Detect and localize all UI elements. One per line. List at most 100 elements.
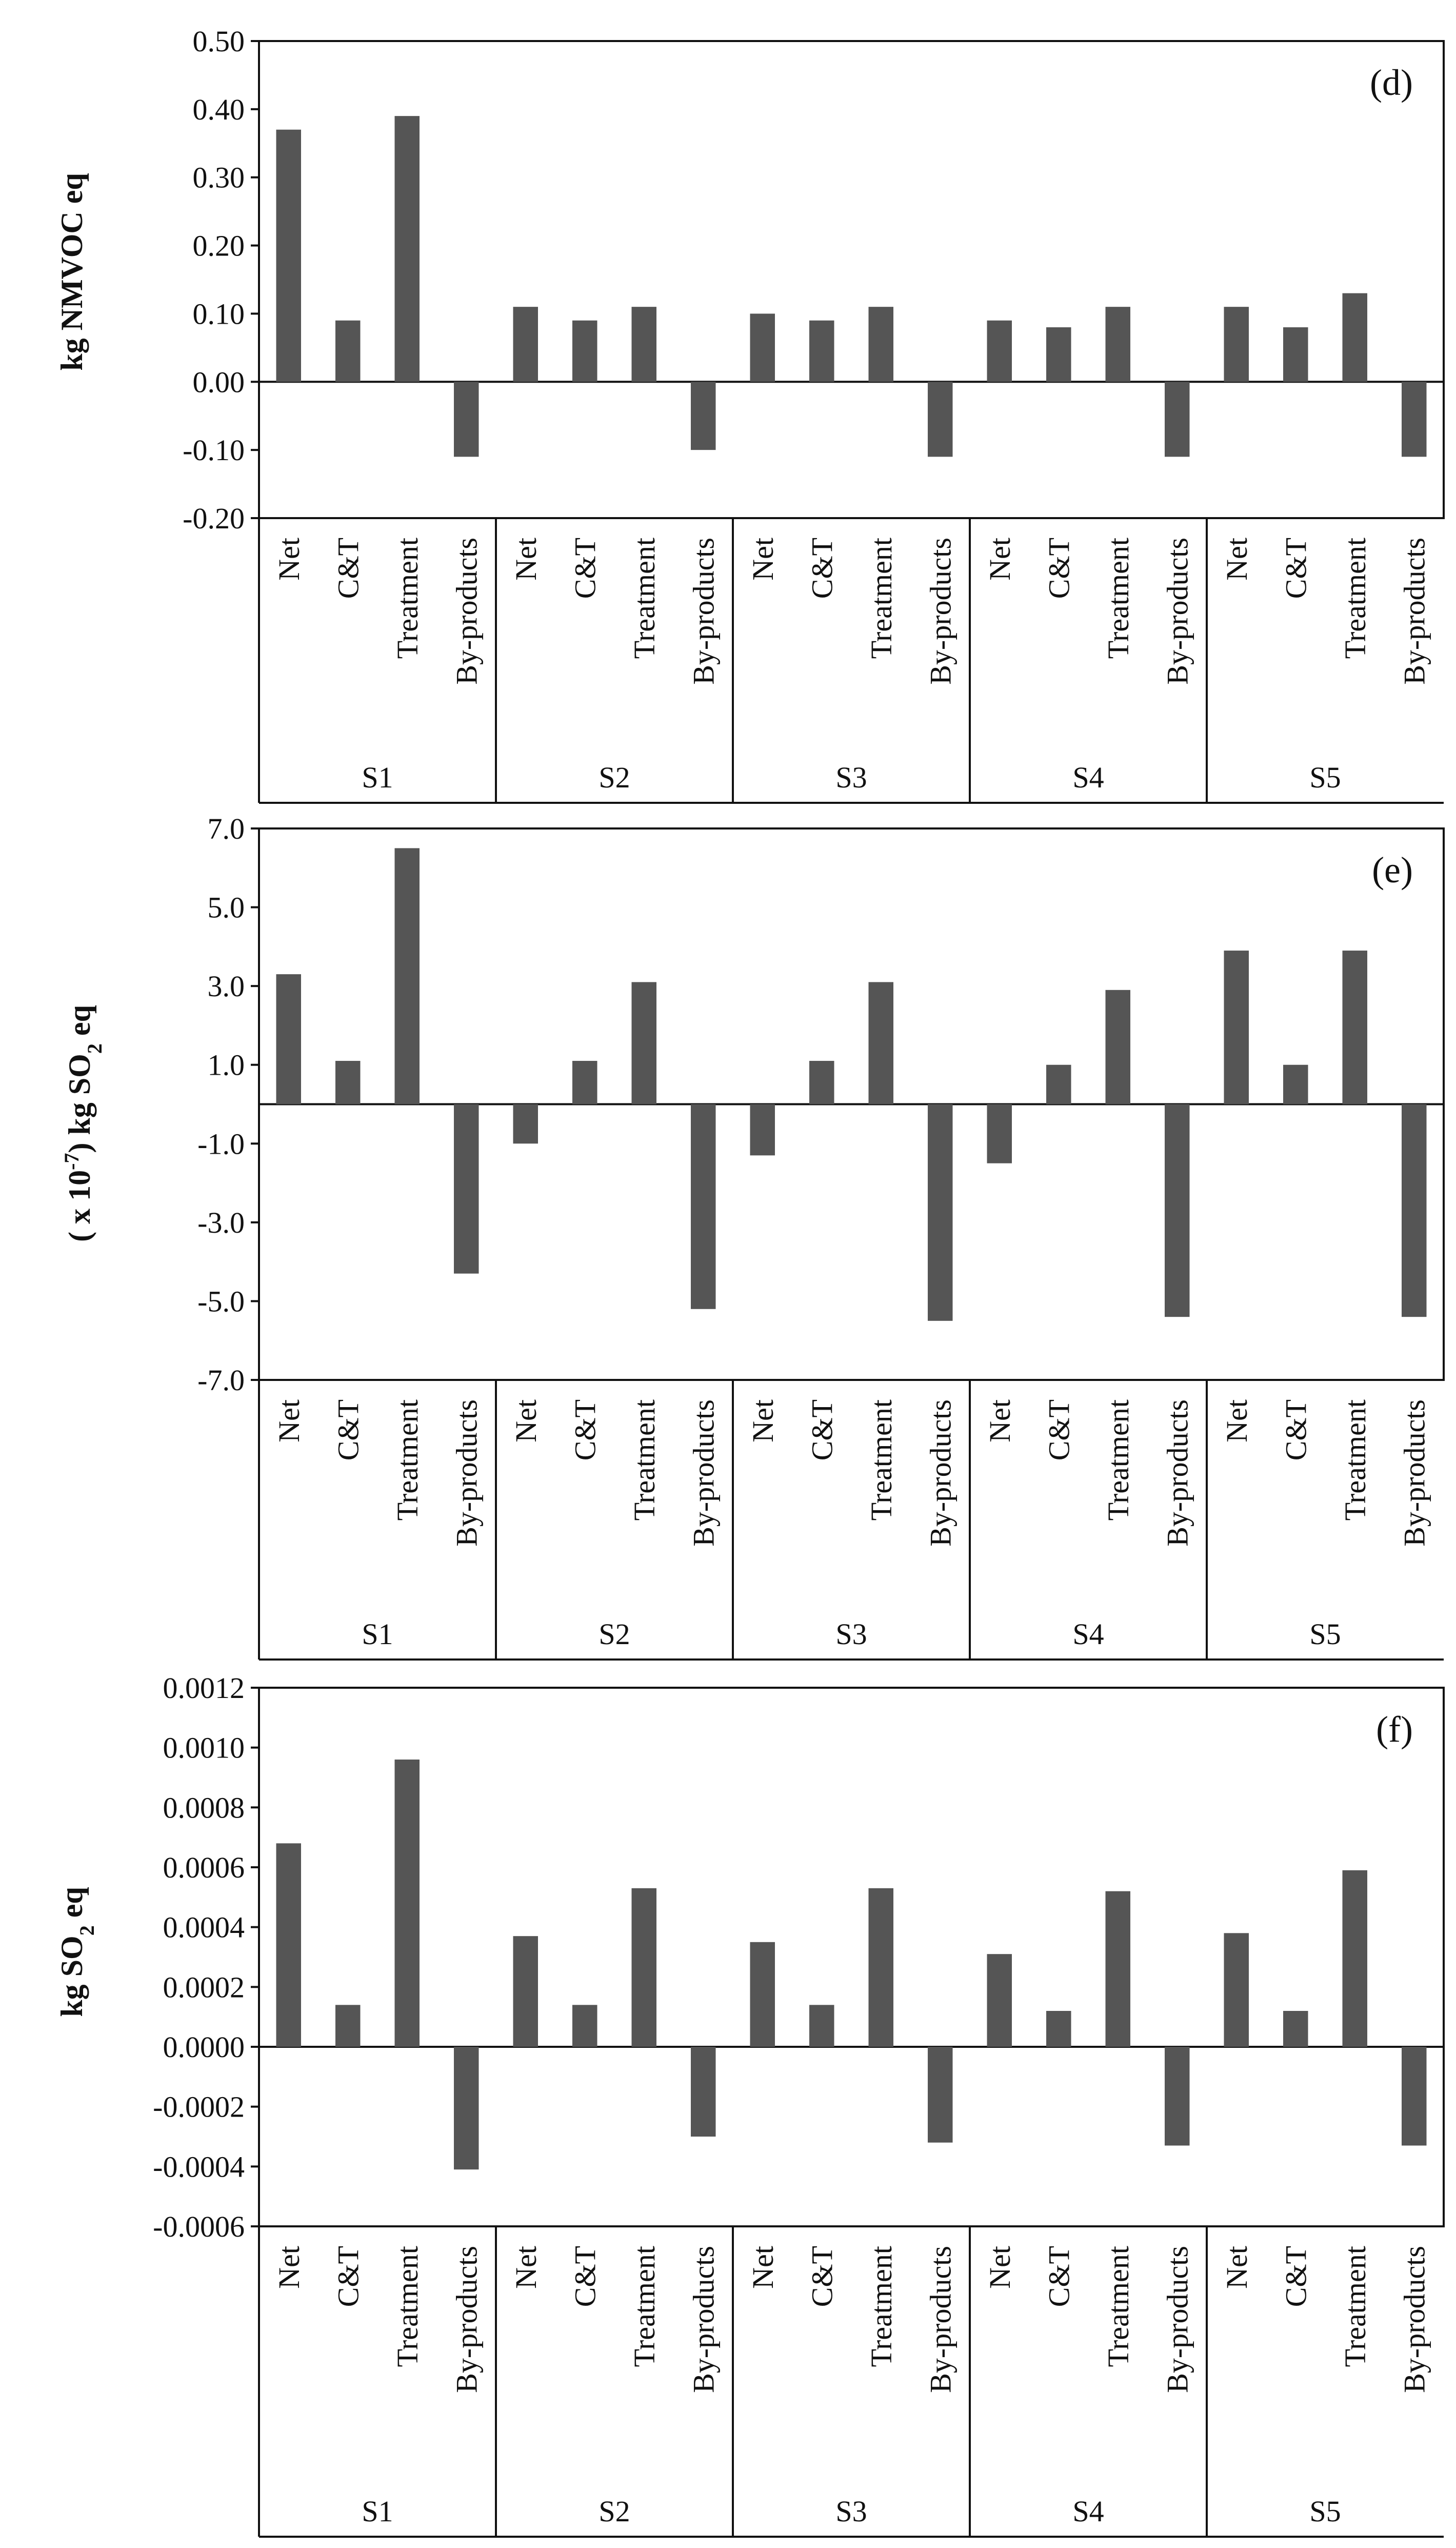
y-axis-title: ( x 10-7) kg SO2 eq bbox=[60, 1005, 106, 1242]
bar-s2-treatment bbox=[631, 1888, 657, 2047]
category-label: C&T bbox=[331, 2246, 365, 2307]
y-tick-label: -0.0006 bbox=[153, 2210, 245, 2243]
bar-s3-net bbox=[750, 1942, 775, 2047]
bar-s5-ct bbox=[1283, 2011, 1308, 2047]
bar-s3-ct bbox=[809, 320, 834, 382]
bar-s5-byproducts bbox=[1401, 2047, 1427, 2146]
category-label: By-products bbox=[1398, 538, 1431, 685]
group-label: S3 bbox=[835, 761, 867, 794]
group-label: S5 bbox=[1309, 2495, 1341, 2528]
category-label: Treatment bbox=[865, 1399, 898, 1520]
y-tick-label: 0.0006 bbox=[163, 1851, 245, 1884]
y-axis-title-part: ( x 10 bbox=[63, 1170, 96, 1242]
bar-s2-treatment bbox=[631, 307, 657, 382]
category-label: By-products bbox=[687, 1399, 720, 1547]
y-axis-title-part: ) kg SO bbox=[63, 1054, 96, 1153]
y-tick-label: -0.0002 bbox=[153, 2090, 245, 2124]
bar-s4-treatment bbox=[1105, 1891, 1131, 2047]
category-label: By-products bbox=[1398, 1399, 1431, 1547]
y-tick-label: 5.0 bbox=[208, 891, 245, 924]
category-label: Treatment bbox=[628, 538, 661, 659]
bar-s1-treatment bbox=[394, 116, 420, 382]
bar-s3-net bbox=[750, 1104, 775, 1156]
category-label: Treatment bbox=[865, 2246, 898, 2367]
y-tick-label: 3.0 bbox=[208, 970, 245, 1003]
y-axis-title-part: kg SO bbox=[55, 1935, 89, 2017]
bar-s4-net bbox=[987, 320, 1012, 382]
category-label: C&T bbox=[1042, 2246, 1075, 2307]
panel-f: 0.0012 0.0010 0.0008 0.0006 0.0004 0.0002 0.00… bbox=[55, 1671, 1445, 2538]
category-label: C&T bbox=[805, 2246, 839, 2307]
group-label: S5 bbox=[1309, 761, 1341, 794]
category-label: Treatment bbox=[628, 1399, 661, 1520]
y-axis-title: kg NMVOC eq bbox=[55, 173, 89, 370]
bar-s2-byproducts bbox=[690, 1104, 716, 1309]
category-label: C&T bbox=[331, 1399, 365, 1460]
group-label: S4 bbox=[1072, 1617, 1104, 1651]
group-label: S4 bbox=[1072, 761, 1104, 794]
y-axis-title-part: -7 bbox=[60, 1153, 83, 1170]
bar-s4-net bbox=[987, 1954, 1012, 2047]
category-label: C&T bbox=[1279, 2246, 1312, 2307]
y-axis-title-part: eq bbox=[63, 1005, 96, 1043]
panel-label: (d) bbox=[1370, 62, 1413, 103]
category-label: Net bbox=[272, 2246, 306, 2289]
category-label: By-products bbox=[1398, 2246, 1431, 2393]
bar-s2-ct bbox=[572, 2005, 597, 2047]
bar-s4-ct bbox=[1046, 2011, 1071, 2047]
category-label: By-products bbox=[924, 538, 957, 685]
category-label: By-products bbox=[687, 538, 720, 685]
y-axis-title: kg SO2 eq bbox=[55, 1887, 98, 2017]
group-label: S1 bbox=[362, 761, 393, 794]
category-label: Net bbox=[983, 538, 1016, 581]
category-label: C&T bbox=[568, 1399, 602, 1460]
panel-e: 7.0 5.0 3.0 1.0 -1.0 -3.0 -5.0 -7.0 Net C&T Treatm… bbox=[60, 812, 1445, 1661]
category-label: Treatment bbox=[628, 2246, 661, 2367]
y-tick-label: -0.0004 bbox=[153, 2150, 245, 2183]
bar-s3-ct bbox=[809, 2005, 834, 2047]
category-label: Net bbox=[1220, 1399, 1253, 1443]
category-label: Treatment bbox=[1102, 538, 1135, 659]
bar-s1-treatment bbox=[394, 1760, 420, 2047]
category-label: C&T bbox=[805, 1399, 839, 1460]
category-label: Net bbox=[746, 538, 780, 581]
y-tick-label: 1.0 bbox=[208, 1049, 245, 1082]
y-tick-label: 7.0 bbox=[208, 812, 245, 845]
category-label: Treatment bbox=[1339, 1399, 1372, 1520]
bar-s2-net bbox=[513, 1936, 538, 2047]
category-label: Net bbox=[509, 1399, 543, 1443]
bar-s5-treatment bbox=[1342, 951, 1368, 1104]
category-label: By-products bbox=[450, 538, 483, 685]
bar-s1-byproducts bbox=[453, 382, 479, 457]
group-label: S2 bbox=[599, 1617, 630, 1651]
category-label: C&T bbox=[568, 2246, 602, 2307]
y-tick-label: -0.20 bbox=[183, 502, 245, 535]
y-tick-label: 0.40 bbox=[193, 93, 245, 126]
bar-s5-net bbox=[1224, 951, 1249, 1104]
y-tick-label: -3.0 bbox=[197, 1206, 245, 1239]
category-label: Net bbox=[509, 538, 543, 581]
category-label: By-products bbox=[450, 1399, 483, 1547]
category-label: C&T bbox=[1042, 538, 1075, 599]
bar-s5-ct bbox=[1283, 1064, 1308, 1104]
category-label: Net bbox=[983, 2246, 1016, 2289]
category-label: C&T bbox=[1279, 1399, 1312, 1460]
bar-s2-byproducts bbox=[690, 2047, 716, 2137]
bar-s2-byproducts bbox=[690, 382, 716, 450]
panel-d: 0.50 0.40 0.30 0.20 0.10 0.00 -0.10 -0.20 Net C&T… bbox=[55, 25, 1445, 804]
y-axis-title-part: eq bbox=[55, 1887, 89, 1925]
y-tick-label: 0.10 bbox=[193, 297, 245, 330]
y-axis-title-part: 2 bbox=[83, 1043, 106, 1054]
y-tick-label: 0.0000 bbox=[163, 2030, 245, 2064]
category-label: C&T bbox=[1042, 1399, 1075, 1460]
category-label: C&T bbox=[805, 538, 839, 599]
bar-s2-treatment bbox=[631, 982, 657, 1104]
category-label: Net bbox=[272, 538, 306, 581]
y-tick-label: 0.0010 bbox=[163, 1731, 245, 1765]
bar-s3-byproducts bbox=[927, 1104, 953, 1321]
group-label: S4 bbox=[1072, 2495, 1104, 2528]
bar-s1-ct bbox=[335, 2005, 361, 2047]
category-label: By-products bbox=[924, 1399, 957, 1547]
bar-s2-net bbox=[513, 1104, 538, 1144]
